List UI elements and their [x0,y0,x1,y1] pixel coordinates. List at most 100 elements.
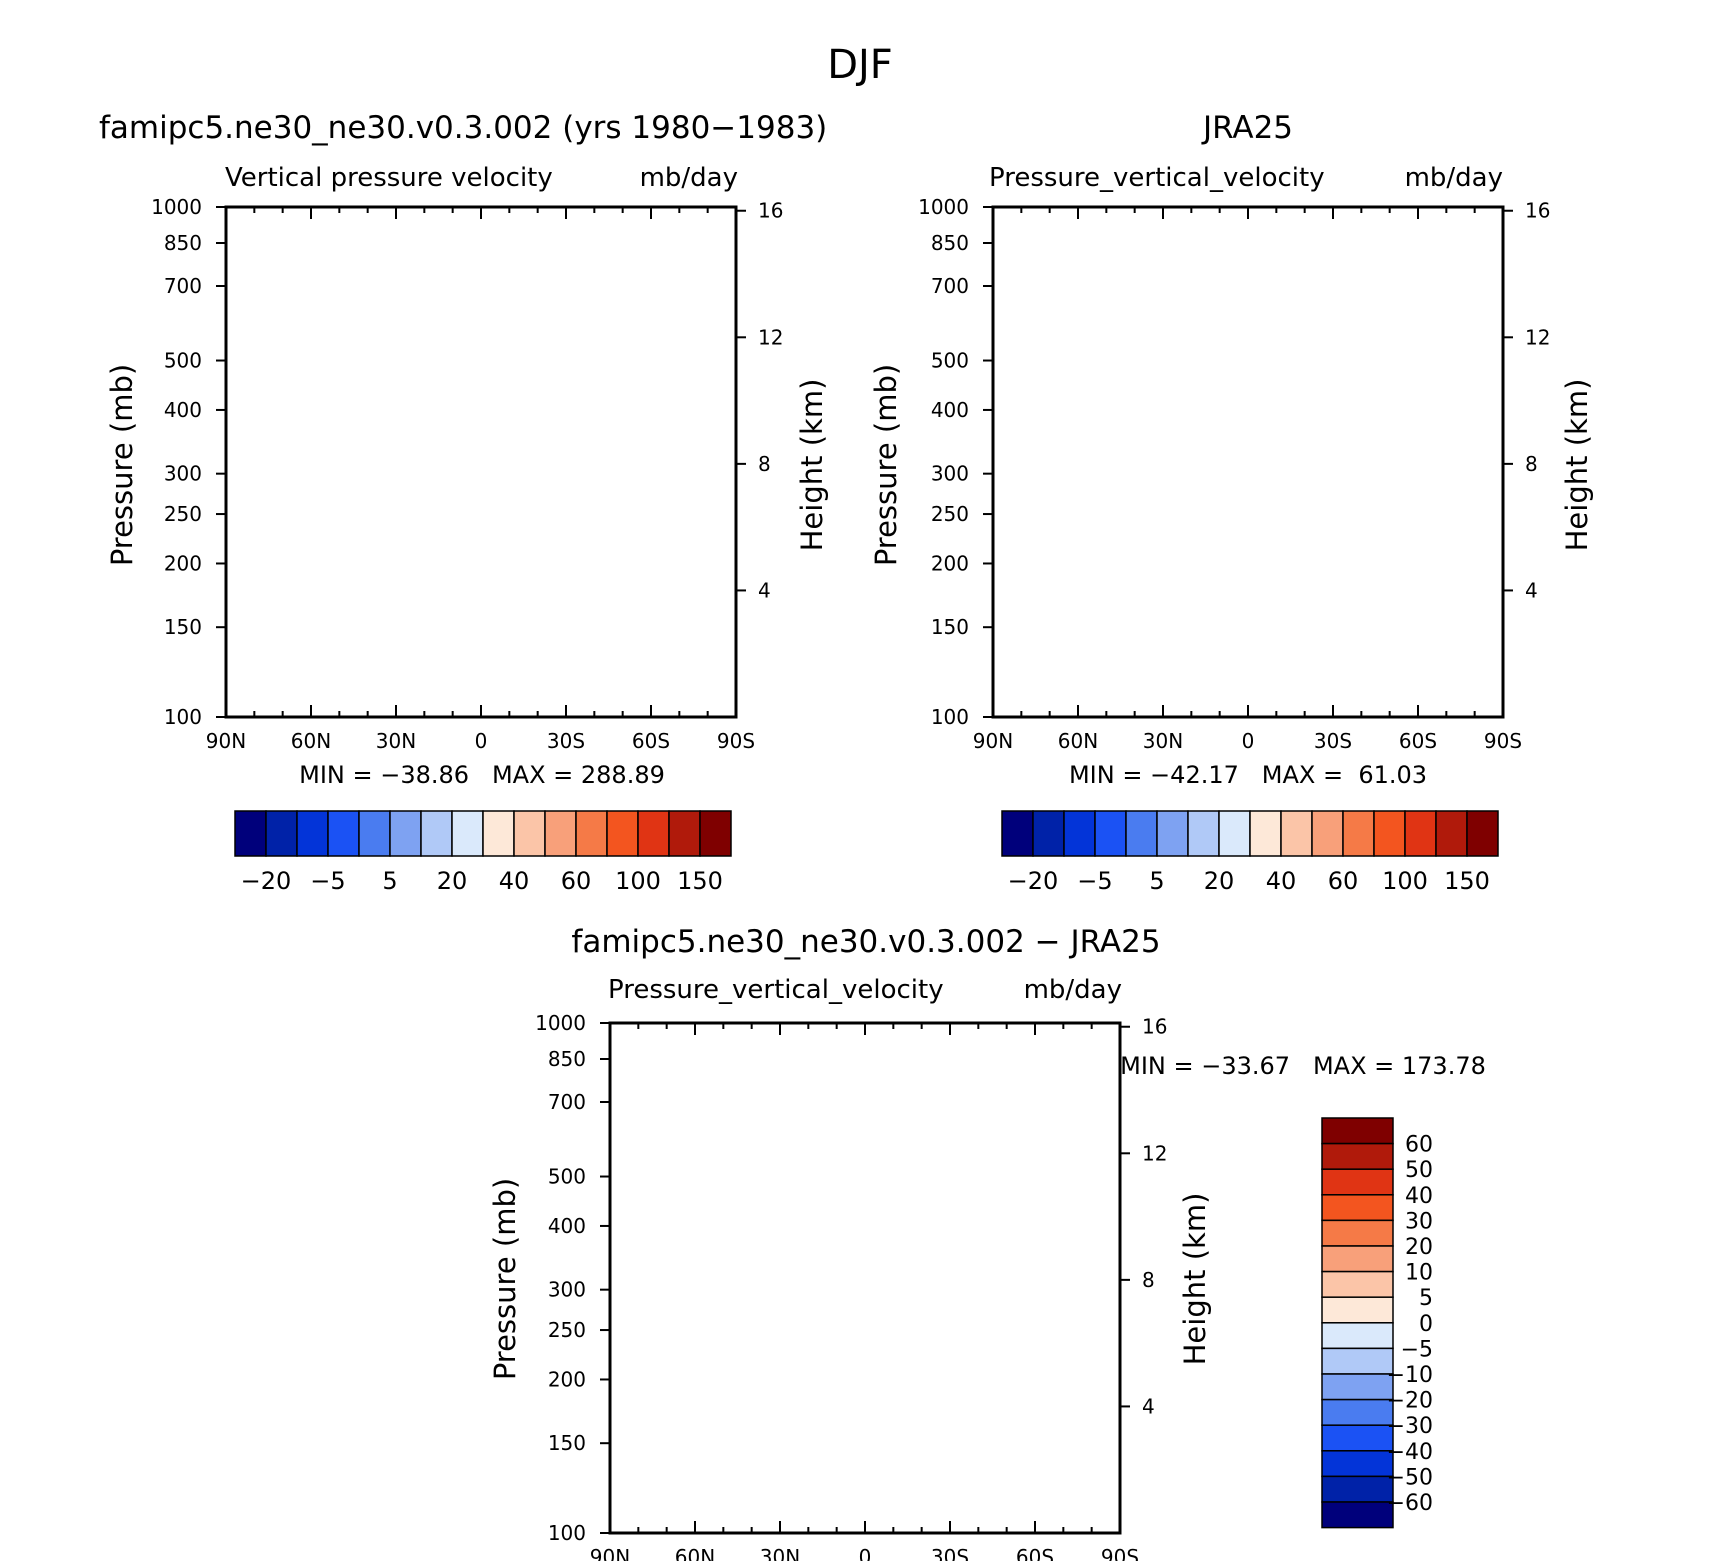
y-tick-label: 500 [164,349,202,373]
panel-obs-units: mb/day [1405,163,1503,193]
colorbar-swatch [637,810,670,857]
panel-obs-colorbar: −20 −5 5 20 40 60 100 150 [1001,810,1499,895]
y-tick-label: 150 [548,1431,586,1455]
panel-obs-stats: MIN = −42.17 MAX = 61.03 [1069,761,1427,789]
y-right-tick-label: 16 [1525,199,1550,223]
x-tick-label: 60N [1058,729,1098,753]
y-tick-label: 400 [931,398,969,422]
colorbar-swatch [265,810,298,857]
colorbar-swatch [451,810,484,857]
y-tick-label: 300 [931,462,969,486]
y-tick-label: 100 [164,705,202,729]
panel-diff-title: famipc5.ne30_ne30.v0.3.002 − JRA25 [571,924,1160,960]
colorbar-swatch [1321,1475,1394,1503]
panel-obs-title: JRA25 [1201,110,1293,146]
y-tick-label: 150 [164,615,202,639]
colorbar-label: 100 [615,867,661,895]
colorbar-label: 40 [499,867,530,895]
x-tick-label: 60N [675,1545,715,1561]
y-right-tick-label: 8 [1525,452,1538,476]
plot-frame [991,205,1505,719]
colorbar-swatch [234,810,267,857]
colorbar-label: 0 [1419,1312,1433,1337]
y-right-tick-label: 12 [1525,325,1550,349]
colorbar-label: −5 [1401,1337,1433,1362]
panel-diff-stats: MIN = −33.67 MAX = 173.78 [1120,1052,1486,1080]
colorbar-label: 40 [1266,867,1297,895]
y-tick-label: 200 [548,1367,586,1391]
colorbar-swatch [1125,810,1158,857]
x-tick-label: 30S [931,1545,969,1561]
colorbar-label: −20 [1387,1389,1433,1414]
y-tick-label: 400 [548,1214,586,1238]
y-right-tick-label: 8 [1142,1268,1155,1292]
x-tick-label: 90S [1101,1545,1139,1561]
panel-model-colorbar: −20 −5 5 20 40 60 100 150 [234,810,732,895]
y-tick-label: 250 [548,1318,586,1342]
colorbar-swatch [1311,810,1344,857]
y-tick-label: 700 [931,274,969,298]
colorbar-label: 5 [1149,867,1164,895]
y-right-tick-label: 12 [758,325,783,349]
colorbar-swatch [1094,810,1127,857]
y-tick-label: 250 [164,502,202,526]
y-tick-label: 1000 [151,195,202,219]
y-right-tick-label: 4 [1142,1394,1155,1418]
colorbar-label: −20 [241,867,292,895]
y-tick-label: 150 [931,615,969,639]
colorbar-swatch [1321,1245,1394,1273]
x-tick-label: 0 [859,1545,872,1561]
colorbar-swatch [544,810,577,857]
colorbar-swatch [1373,810,1406,857]
colorbar-swatch [327,810,360,857]
colorbar-swatch [575,810,608,857]
y-right-tick-label: 12 [1142,1141,1167,1165]
panel-model: famipc5.ne30_ne30.v0.3.002 (yrs 1980−198… [99,110,829,895]
panel-diff-ylabel: Pressure (mb) [488,1178,522,1380]
x-tick-label: 0 [475,729,488,753]
colorbar-swatch [1321,1373,1394,1401]
colorbar-label: −10 [1387,1363,1433,1388]
colorbar-swatch [1321,1450,1394,1478]
panel-obs: JRA25 Pressure_vertical_velocity mb/day … [869,110,1594,895]
y-right-tick-label: 8 [758,452,771,476]
x-tick-label: 90N [590,1545,630,1561]
colorbar-swatch [389,810,422,857]
colorbar-swatch [1187,810,1220,857]
colorbar-label: 20 [437,867,468,895]
panel-obs-ylabel-right: Height (km) [1560,379,1594,552]
x-tick-label: 0 [1242,729,1255,753]
x-tick-label: 30N [376,729,416,753]
colorbar-swatch [1321,1168,1394,1196]
colorbar-label: −5 [1077,867,1112,895]
colorbar-swatch [1321,1398,1394,1426]
panel-model-stats: MIN = −38.86 MAX = 288.89 [299,761,665,789]
y-tick-label: 400 [164,398,202,422]
panel-diff: famipc5.ne30_ne30.v0.3.002 − JRA25 Press… [488,924,1486,1561]
colorbar-swatch [1321,1194,1394,1222]
x-tick-label: 60S [632,729,670,753]
y-right-tick-label: 4 [1525,578,1538,602]
colorbar-swatch [1342,810,1375,857]
colorbar-swatch [1321,1347,1394,1375]
colorbar-label: 150 [1444,867,1490,895]
colorbar-label: 20 [1204,867,1235,895]
y-tick-label: 700 [164,274,202,298]
panel-diff-units: mb/day [1024,975,1122,1005]
colorbar-label: 60 [561,867,592,895]
y-tick-label: 700 [548,1090,586,1114]
y-tick-label: 850 [164,231,202,255]
colorbar-label: 20 [1405,1235,1433,1260]
colorbar-swatch [482,810,515,857]
plot-frame [608,1021,1122,1535]
y-right-tick-label: 16 [758,199,783,223]
x-tick-label: 30S [1314,729,1352,753]
colorbar-label: 30 [1405,1209,1433,1234]
panel-model-ylabel: Pressure (mb) [105,364,139,566]
y-right-tick-label: 16 [1142,1015,1167,1039]
x-tick-label: 60S [1016,1545,1054,1561]
colorbar-label: 100 [1382,867,1428,895]
colorbar-label: 10 [1405,1261,1433,1286]
y-tick-label: 850 [548,1047,586,1071]
